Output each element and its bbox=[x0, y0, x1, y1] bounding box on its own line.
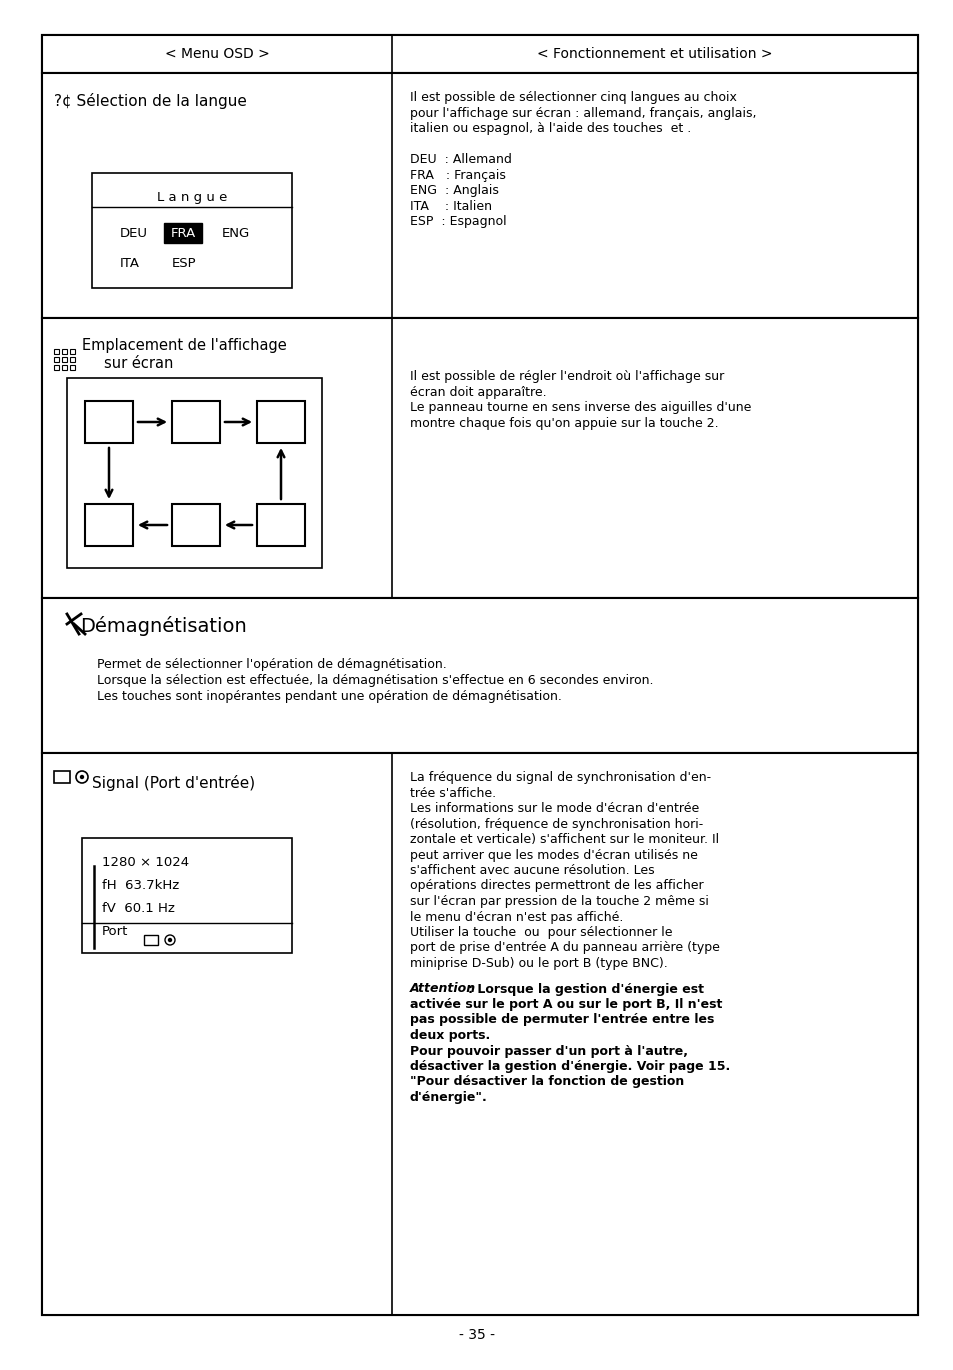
FancyBboxPatch shape bbox=[42, 754, 917, 1315]
FancyBboxPatch shape bbox=[54, 358, 59, 362]
FancyBboxPatch shape bbox=[85, 504, 132, 547]
Text: activée sur le port A ou sur le port B, Il n'est: activée sur le port A ou sur le port B, … bbox=[410, 997, 721, 1011]
Text: ENG: ENG bbox=[222, 226, 250, 240]
Text: L a n g u e: L a n g u e bbox=[156, 190, 227, 204]
Text: ?¢ Sélection de la langue: ?¢ Sélection de la langue bbox=[54, 93, 247, 110]
Text: Les touches sont inopérantes pendant une opération de démagnétisation.: Les touches sont inopérantes pendant une… bbox=[97, 690, 561, 703]
Text: port de prise d'entrée A du panneau arrière (type: port de prise d'entrée A du panneau arri… bbox=[410, 941, 720, 955]
FancyBboxPatch shape bbox=[54, 771, 70, 784]
Text: Lorsque la sélection est effectuée, la démagnétisation s'effectue en 6 secondes : Lorsque la sélection est effectuée, la d… bbox=[97, 674, 653, 686]
Text: Le panneau tourne en sens inverse des aiguilles d'une: Le panneau tourne en sens inverse des ai… bbox=[410, 401, 751, 414]
FancyBboxPatch shape bbox=[54, 364, 59, 370]
Text: opérations directes permettront de les afficher: opérations directes permettront de les a… bbox=[410, 880, 703, 892]
FancyBboxPatch shape bbox=[42, 36, 917, 1315]
FancyBboxPatch shape bbox=[62, 349, 67, 353]
Text: deux ports.: deux ports. bbox=[410, 1029, 490, 1043]
Text: La fréquence du signal de synchronisation d'en-: La fréquence du signal de synchronisatio… bbox=[410, 771, 710, 784]
Text: DEU  : Allemand: DEU : Allemand bbox=[410, 153, 512, 166]
FancyBboxPatch shape bbox=[42, 597, 917, 754]
Text: pour l'affichage sur écran : allemand, français, anglais,: pour l'affichage sur écran : allemand, f… bbox=[410, 107, 756, 119]
FancyBboxPatch shape bbox=[70, 364, 75, 370]
FancyBboxPatch shape bbox=[85, 401, 132, 443]
FancyBboxPatch shape bbox=[62, 364, 67, 370]
Text: écran doit apparaître.: écran doit apparaître. bbox=[410, 385, 546, 399]
Text: sur l'écran par pression de la touche 2 même si: sur l'écran par pression de la touche 2 … bbox=[410, 895, 708, 908]
Text: miniprise D-Sub) ou le port B (type BNC).: miniprise D-Sub) ou le port B (type BNC)… bbox=[410, 958, 667, 970]
Circle shape bbox=[80, 775, 84, 778]
Text: < Fonctionnement et utilisation >: < Fonctionnement et utilisation > bbox=[537, 47, 772, 62]
Text: Permet de sélectionner l'opération de démagnétisation.: Permet de sélectionner l'opération de dé… bbox=[97, 658, 446, 671]
FancyBboxPatch shape bbox=[172, 504, 220, 547]
Text: Démagnétisation: Démagnétisation bbox=[80, 616, 247, 636]
Text: Emplacement de l'affichage: Emplacement de l'affichage bbox=[82, 338, 287, 353]
Text: Pour pouvoir passer d'un port à l'autre,: Pour pouvoir passer d'un port à l'autre, bbox=[410, 1044, 687, 1058]
Text: Signal (Port d'entrée): Signal (Port d'entrée) bbox=[91, 775, 254, 790]
FancyBboxPatch shape bbox=[144, 934, 158, 945]
Text: désactiver la gestion d'énergie. Voir page 15.: désactiver la gestion d'énergie. Voir pa… bbox=[410, 1060, 729, 1073]
Text: 1280 × 1024: 1280 × 1024 bbox=[102, 856, 189, 869]
Text: Il est possible de régler l'endroit où l'affichage sur: Il est possible de régler l'endroit où l… bbox=[410, 370, 723, 384]
Text: DEU: DEU bbox=[120, 226, 148, 240]
Text: Il est possible de sélectionner cinq langues au choix: Il est possible de sélectionner cinq lan… bbox=[410, 90, 736, 104]
Text: ESP: ESP bbox=[172, 256, 196, 270]
FancyBboxPatch shape bbox=[91, 173, 292, 288]
Text: Les informations sur le mode d'écran d'entrée: Les informations sur le mode d'écran d'e… bbox=[410, 801, 699, 815]
FancyBboxPatch shape bbox=[164, 223, 202, 242]
Text: zontale et verticale) s'affichent sur le moniteur. Il: zontale et verticale) s'affichent sur le… bbox=[410, 833, 719, 847]
FancyBboxPatch shape bbox=[82, 838, 292, 954]
FancyBboxPatch shape bbox=[54, 349, 59, 353]
Text: le menu d'écran n'est pas affiché.: le menu d'écran n'est pas affiché. bbox=[410, 911, 622, 923]
Text: : Lorsque la gestion d'énergie est: : Lorsque la gestion d'énergie est bbox=[468, 982, 703, 996]
Text: fH  63.7kHz: fH 63.7kHz bbox=[102, 880, 179, 892]
FancyBboxPatch shape bbox=[42, 36, 917, 73]
FancyBboxPatch shape bbox=[70, 358, 75, 362]
FancyBboxPatch shape bbox=[42, 73, 917, 318]
FancyBboxPatch shape bbox=[62, 358, 67, 362]
Text: ITA    : Italien: ITA : Italien bbox=[410, 200, 492, 212]
Text: < Menu OSD >: < Menu OSD > bbox=[165, 47, 269, 62]
Text: pas possible de permuter l'entrée entre les: pas possible de permuter l'entrée entre … bbox=[410, 1014, 714, 1026]
Text: peut arriver que les modes d'écran utilisés ne: peut arriver que les modes d'écran utili… bbox=[410, 848, 698, 862]
Text: Utiliser la touche  ou  pour sélectionner le: Utiliser la touche ou pour sélectionner … bbox=[410, 926, 672, 938]
Text: "Pour désactiver la fonction de gestion: "Pour désactiver la fonction de gestion bbox=[410, 1075, 683, 1089]
Text: ENG  : Anglais: ENG : Anglais bbox=[410, 184, 498, 197]
Text: FRA   : Français: FRA : Français bbox=[410, 169, 505, 181]
FancyBboxPatch shape bbox=[42, 318, 917, 597]
Text: Port: Port bbox=[102, 925, 129, 938]
FancyBboxPatch shape bbox=[67, 378, 322, 569]
Text: FRA: FRA bbox=[171, 226, 195, 240]
Circle shape bbox=[169, 938, 172, 941]
Text: trée s'affiche.: trée s'affiche. bbox=[410, 786, 496, 800]
Text: Attention: Attention bbox=[410, 982, 476, 996]
FancyBboxPatch shape bbox=[70, 349, 75, 353]
Text: fV  60.1 Hz: fV 60.1 Hz bbox=[102, 901, 174, 915]
FancyBboxPatch shape bbox=[256, 401, 305, 443]
Text: - 35 -: - 35 - bbox=[458, 1328, 495, 1343]
FancyBboxPatch shape bbox=[256, 504, 305, 547]
Text: s'affichent avec aucune résolution. Les: s'affichent avec aucune résolution. Les bbox=[410, 864, 654, 877]
Text: d'énergie".: d'énergie". bbox=[410, 1091, 487, 1104]
Text: montre chaque fois qu'on appuie sur la touche 2.: montre chaque fois qu'on appuie sur la t… bbox=[410, 416, 718, 430]
Text: italien ou espagnol, à l'aide des touches  et .: italien ou espagnol, à l'aide des touche… bbox=[410, 122, 691, 136]
Text: (résolution, fréquence de synchronisation hori-: (résolution, fréquence de synchronisatio… bbox=[410, 818, 702, 830]
Text: ITA: ITA bbox=[120, 256, 140, 270]
Text: ESP  : Espagnol: ESP : Espagnol bbox=[410, 215, 506, 227]
Text: sur écran: sur écran bbox=[104, 356, 173, 371]
FancyBboxPatch shape bbox=[172, 401, 220, 443]
